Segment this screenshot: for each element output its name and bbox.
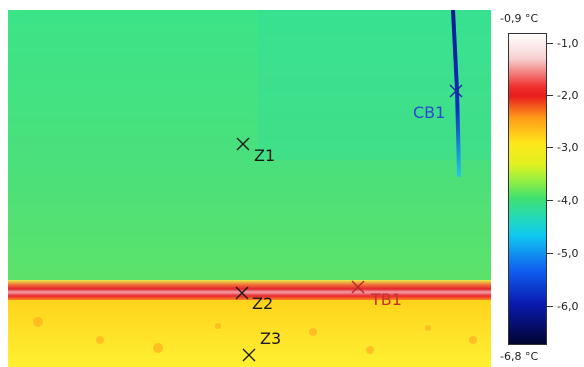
wall-region [8,10,491,282]
scale-tick [547,306,553,307]
scale-tick-label: -2,0 [557,89,579,102]
marker-tb1-cross [351,280,365,294]
marker-z3-cross [242,348,256,362]
floor-region [8,298,491,367]
marker-z2-label: Z2 [252,294,274,313]
scale-tick [547,43,553,44]
marker-z2-cross [235,286,249,300]
scale-tick-label: -3,0 [557,141,579,154]
scale-tick [547,95,553,96]
color-scale-bar [508,33,547,345]
scale-tick-label: -1,0 [557,37,579,50]
scale-tick [547,253,553,254]
marker-z1-cross [236,137,250,151]
joint-band [8,280,491,300]
marker-cb1-cross [449,84,463,98]
thermal-image [8,10,491,367]
scale-min-label: -6,8 °C [500,350,539,363]
marker-z1-label: Z1 [254,146,276,165]
scale-tick [547,200,553,201]
scale-tick-label: -4,0 [557,194,579,207]
scale-tick-label: -6,0 [557,300,579,313]
marker-cb1-label: CB1 [413,103,446,122]
marker-z3-label: Z3 [260,329,282,348]
scale-max-label: -0,9 °C [500,12,539,25]
scale-tick-label: -5,0 [557,247,579,260]
scale-tick [547,147,553,148]
marker-tb1-label: TB1 [371,290,402,309]
